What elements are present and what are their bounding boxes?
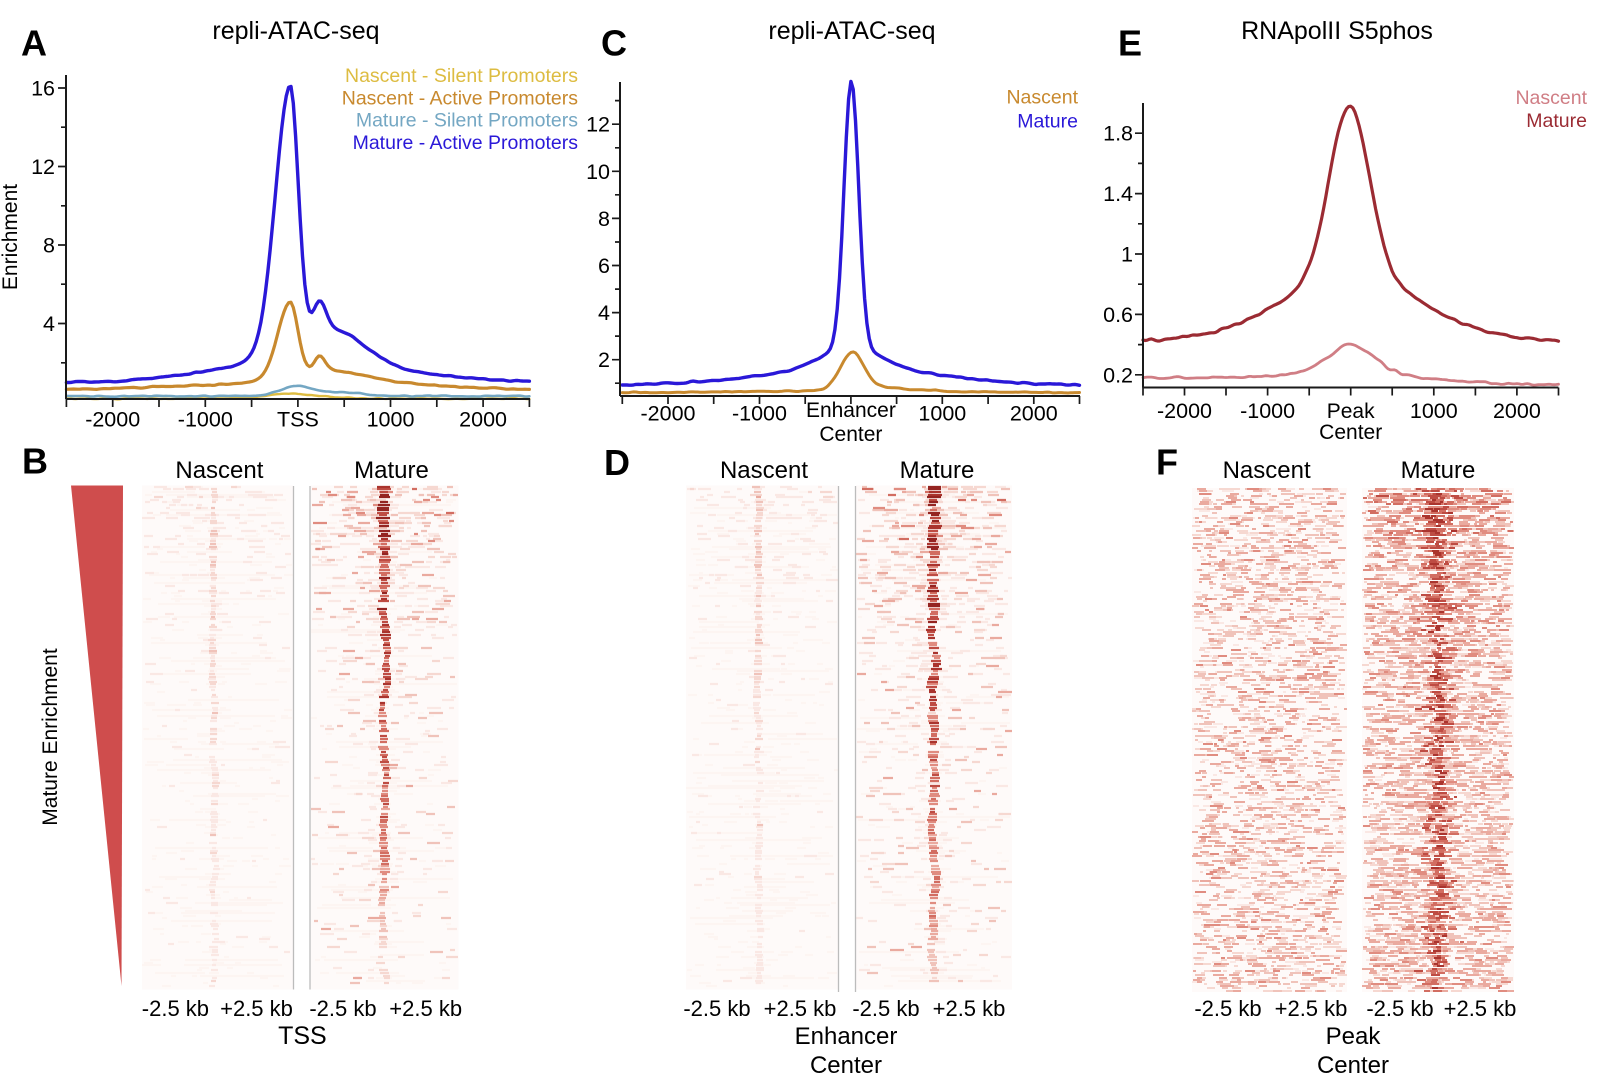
svg-text:Enhancer: Enhancer	[795, 1023, 898, 1050]
svg-text:2000: 2000	[1493, 399, 1541, 423]
svg-text:+2.5 kb: +2.5 kb	[1275, 996, 1348, 1021]
svg-text:Mature: Mature	[1526, 110, 1587, 132]
svg-text:-2.5 kb: -2.5 kb	[142, 996, 209, 1021]
svg-text:Mature Enrichment: Mature Enrichment	[39, 648, 62, 826]
svg-text:Mature: Mature	[1017, 110, 1078, 132]
svg-text:10: 10	[586, 160, 610, 184]
svg-text:-2000: -2000	[1157, 399, 1212, 423]
svg-text:Center: Center	[1319, 421, 1382, 444]
svg-text:+2.5 kb: +2.5 kb	[220, 996, 293, 1021]
svg-text:RNApolII S5phos: RNApolII S5phos	[1241, 17, 1433, 45]
svg-text:D: D	[604, 442, 630, 483]
svg-text:repli-ATAC-seq: repli-ATAC-seq	[212, 17, 379, 45]
svg-text:8: 8	[598, 207, 610, 231]
svg-text:0.6: 0.6	[1103, 303, 1133, 327]
svg-text:4: 4	[43, 312, 55, 336]
svg-text:1.4: 1.4	[1103, 182, 1133, 206]
svg-text:repli-ATAC-seq: repli-ATAC-seq	[768, 17, 935, 45]
svg-text:+2.5 kb: +2.5 kb	[1444, 996, 1517, 1021]
svg-text:-2.5 kb: -2.5 kb	[1366, 996, 1433, 1021]
svg-text:B: B	[22, 441, 48, 482]
svg-text:4: 4	[598, 301, 610, 325]
svg-text:Nascent - Silent Promoters: Nascent - Silent Promoters	[345, 65, 578, 87]
svg-text:Enhancer: Enhancer	[806, 399, 896, 422]
svg-text:Nascent: Nascent	[1006, 87, 1078, 109]
svg-text:Center: Center	[819, 423, 882, 446]
svg-text:Nascent: Nascent	[720, 457, 808, 484]
svg-text:Peak: Peak	[1326, 1023, 1382, 1050]
svg-text:1.8: 1.8	[1103, 122, 1133, 146]
svg-text:Enrichment: Enrichment	[0, 184, 22, 290]
svg-text:-2.5 kb: -2.5 kb	[309, 996, 376, 1021]
svg-text:Mature: Mature	[354, 457, 429, 484]
svg-text:Nascent: Nascent	[175, 457, 263, 484]
svg-text:E: E	[1118, 23, 1142, 64]
svg-text:6: 6	[598, 254, 610, 278]
svg-text:Nascent: Nascent	[1515, 87, 1587, 109]
svg-text:Center: Center	[810, 1052, 882, 1079]
svg-text:12: 12	[586, 113, 610, 137]
svg-text:2000: 2000	[1010, 402, 1058, 426]
svg-text:Mature: Mature	[900, 457, 975, 484]
svg-text:+2.5 kb: +2.5 kb	[933, 996, 1006, 1021]
svg-text:+2.5 kb: +2.5 kb	[389, 996, 462, 1021]
svg-text:Mature: Mature	[1401, 457, 1476, 484]
svg-text:Center: Center	[1317, 1052, 1389, 1079]
svg-text:1000: 1000	[367, 408, 415, 432]
svg-text:F: F	[1156, 442, 1178, 483]
svg-text:2: 2	[598, 348, 610, 372]
svg-text:2000: 2000	[459, 408, 507, 432]
svg-text:+2.5 kb: +2.5 kb	[764, 996, 837, 1021]
svg-text:TSS: TSS	[278, 1022, 327, 1050]
svg-text:-1000: -1000	[732, 402, 787, 426]
svg-text:0.2: 0.2	[1103, 363, 1133, 387]
svg-text:-2.5 kb: -2.5 kb	[1194, 996, 1261, 1021]
svg-text:A: A	[21, 23, 47, 64]
svg-text:C: C	[601, 23, 627, 64]
svg-text:16: 16	[31, 77, 55, 101]
svg-text:-2.5 kb: -2.5 kb	[683, 996, 750, 1021]
svg-text:1: 1	[1121, 243, 1133, 267]
svg-text:Nascent - Active Promoters: Nascent - Active Promoters	[342, 87, 578, 109]
svg-text:Peak: Peak	[1327, 400, 1375, 423]
svg-text:-1000: -1000	[1240, 399, 1295, 423]
svg-text:Nascent: Nascent	[1223, 457, 1311, 484]
svg-text:Mature - Silent Promoters: Mature - Silent Promoters	[356, 110, 578, 132]
svg-text:-2000: -2000	[85, 408, 140, 432]
svg-text:-1000: -1000	[178, 408, 233, 432]
svg-text:8: 8	[43, 234, 55, 258]
svg-text:-2000: -2000	[641, 402, 696, 426]
svg-text:12: 12	[31, 155, 55, 179]
svg-text:-2.5 kb: -2.5 kb	[852, 996, 919, 1021]
svg-text:Mature - Active Promoters: Mature - Active Promoters	[353, 132, 579, 154]
svg-text:1000: 1000	[1410, 399, 1458, 423]
svg-text:TSS: TSS	[277, 408, 319, 432]
svg-text:1000: 1000	[918, 402, 966, 426]
